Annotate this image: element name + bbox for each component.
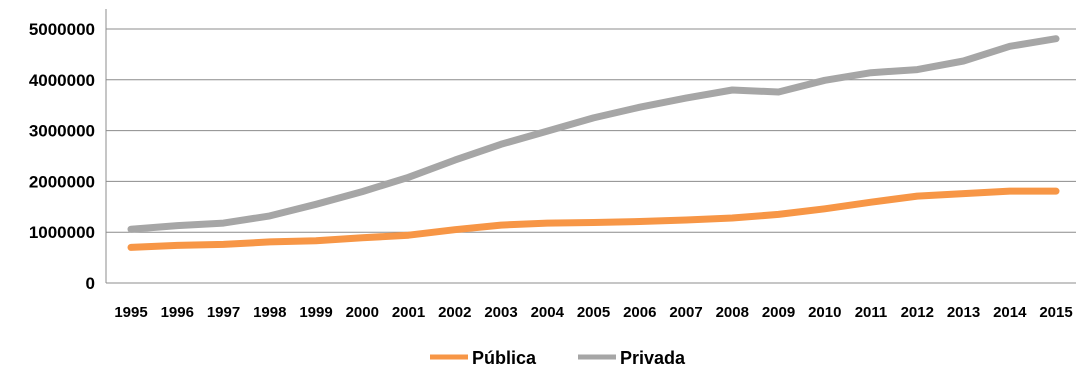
y-tick-label: 5000000 bbox=[29, 20, 95, 39]
legend-label: Pública bbox=[472, 348, 537, 368]
x-tick-label: 2003 bbox=[484, 304, 517, 321]
y-tick-label: 4000000 bbox=[29, 71, 95, 90]
x-tick-label: 2012 bbox=[901, 304, 934, 321]
x-tick-label: 1999 bbox=[299, 304, 332, 321]
x-tick-label: 2005 bbox=[577, 304, 610, 321]
x-tick-label: 1996 bbox=[161, 304, 194, 321]
x-tick-label: 2011 bbox=[855, 304, 888, 321]
x-tick-label: 1997 bbox=[207, 304, 240, 321]
x-tick-label: 2000 bbox=[346, 304, 379, 321]
y-tick-label: 2000000 bbox=[29, 172, 95, 191]
x-tick-label: 2001 bbox=[392, 304, 425, 321]
series-lines bbox=[127, 35, 1060, 251]
y-tick-labels: 0 1000000 2000000 3000000 4000000 5000000 bbox=[29, 20, 95, 293]
x-tick-labels: 1995 1996 1997 1998 1999 2000 2001 2002 2003 2004… bbox=[114, 304, 1072, 321]
series-line bbox=[127, 35, 1060, 233]
x-tick-label: 2006 bbox=[623, 304, 656, 321]
x-tick-label: 2009 bbox=[762, 304, 795, 321]
x-tick-label: 1998 bbox=[253, 304, 286, 321]
x-tick-label: 2008 bbox=[716, 304, 749, 321]
gridlines bbox=[106, 28, 1076, 233]
legend-label: Privada bbox=[620, 348, 686, 368]
legend: Pública Privada bbox=[430, 348, 686, 368]
x-tick-label: 2007 bbox=[669, 304, 702, 321]
x-tick-label: 2015 bbox=[1039, 304, 1072, 321]
x-tick-label: 2004 bbox=[531, 304, 565, 321]
axes bbox=[105, 9, 1076, 284]
y-tick-label: 0 bbox=[86, 274, 95, 293]
series-line bbox=[127, 187, 1060, 251]
y-tick-label: 3000000 bbox=[29, 122, 95, 141]
x-tick-label: 2014 bbox=[993, 304, 1027, 321]
x-tick-label: 2002 bbox=[438, 304, 471, 321]
x-tick-label: 2010 bbox=[808, 304, 841, 321]
x-tick-label: 1995 bbox=[114, 304, 147, 321]
y-tick-label: 1000000 bbox=[29, 223, 95, 242]
x-tick-label: 2013 bbox=[947, 304, 980, 321]
